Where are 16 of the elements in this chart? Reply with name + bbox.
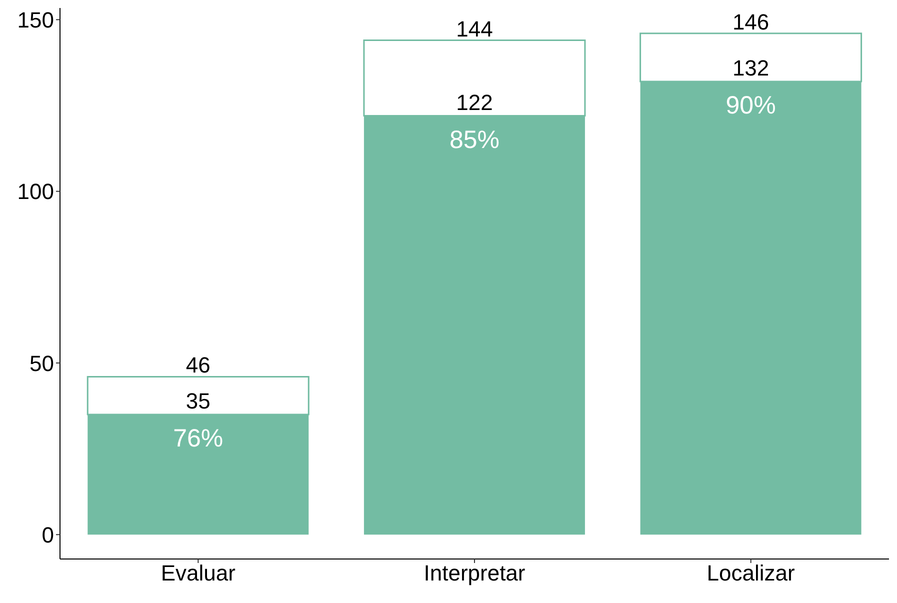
y-tick-label: 50 bbox=[30, 350, 54, 376]
total-label: 144 bbox=[456, 16, 493, 42]
annotation: 76% bbox=[173, 424, 224, 452]
total-label: 46 bbox=[186, 352, 210, 378]
y-tick-label: 100 bbox=[17, 179, 54, 204]
data-label: 132 bbox=[732, 55, 770, 80]
y-tick-label: 150 bbox=[17, 7, 54, 32]
x-tick-label: Evaluar bbox=[160, 560, 236, 586]
annotation: 90% bbox=[726, 91, 776, 120]
x-tick-label: Interpretar bbox=[424, 560, 526, 586]
data-label: 122 bbox=[456, 90, 493, 115]
x-tick-label: Localizar bbox=[706, 560, 795, 586]
annotation: 85% bbox=[449, 126, 500, 154]
total-label: 146 bbox=[732, 9, 770, 34]
data-label: 35 bbox=[186, 388, 210, 414]
y-tick-label: 0 bbox=[42, 522, 54, 548]
